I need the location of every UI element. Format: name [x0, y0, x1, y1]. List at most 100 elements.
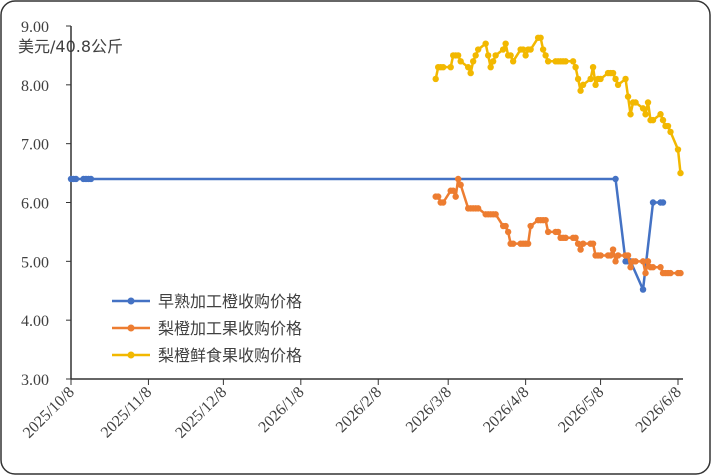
point — [607, 252, 614, 259]
point — [632, 99, 639, 106]
point — [627, 264, 634, 271]
point — [667, 269, 674, 277]
point — [492, 52, 499, 59]
y-tick-label: 6.00 — [21, 196, 49, 213]
point — [574, 240, 582, 247]
point — [537, 34, 544, 41]
point — [544, 58, 552, 65]
y-tick-label: 5.00 — [21, 254, 49, 271]
point — [597, 75, 604, 83]
point — [574, 75, 582, 83]
point — [509, 240, 517, 247]
point — [624, 252, 632, 259]
point — [644, 258, 652, 265]
point — [627, 111, 634, 118]
point — [439, 199, 447, 206]
point — [569, 58, 577, 65]
point — [624, 93, 632, 100]
point — [554, 228, 562, 236]
point — [542, 52, 549, 59]
point — [474, 46, 482, 53]
point — [454, 52, 462, 59]
point — [449, 187, 457, 194]
point — [659, 199, 667, 206]
point — [499, 46, 507, 53]
point — [657, 111, 664, 118]
point — [612, 175, 619, 183]
point — [469, 58, 477, 65]
point — [589, 63, 597, 71]
point — [472, 52, 479, 59]
point — [502, 40, 509, 47]
point — [649, 116, 657, 124]
point — [504, 228, 512, 236]
point — [522, 52, 529, 59]
point — [435, 193, 442, 200]
point — [527, 46, 534, 53]
legend-label: 梨橙鲜食果收购价格 — [158, 346, 302, 365]
point — [657, 264, 664, 271]
legend-label: 梨橙加工果收购价格 — [158, 319, 302, 338]
point — [432, 75, 439, 83]
point — [524, 240, 532, 247]
point — [487, 63, 494, 71]
point — [457, 181, 464, 189]
point — [492, 211, 499, 218]
point — [659, 116, 667, 124]
point — [454, 175, 462, 183]
point — [544, 228, 552, 236]
point — [542, 216, 549, 224]
point — [639, 258, 647, 265]
point — [502, 222, 509, 230]
point — [614, 252, 622, 259]
point — [642, 269, 649, 277]
point — [639, 105, 647, 112]
legend-marker — [127, 351, 135, 359]
point — [87, 175, 95, 183]
point — [592, 81, 599, 89]
point — [562, 234, 569, 241]
point — [677, 169, 684, 177]
point — [519, 46, 527, 53]
legend-marker — [127, 297, 135, 305]
point — [667, 128, 674, 136]
y-tick-label: 3.00 — [21, 372, 49, 389]
point — [484, 52, 492, 59]
point — [612, 75, 619, 83]
point — [579, 81, 587, 89]
point — [447, 63, 454, 71]
point — [509, 58, 517, 65]
point — [597, 252, 604, 259]
point — [507, 52, 514, 59]
y-tick-label: 9.00 — [21, 19, 49, 36]
point — [579, 240, 587, 247]
legend-marker — [127, 324, 135, 332]
point — [72, 175, 80, 183]
point — [609, 69, 617, 77]
point — [572, 234, 579, 241]
point — [674, 146, 682, 153]
point — [642, 111, 649, 118]
point — [649, 199, 657, 206]
point — [464, 63, 472, 71]
point — [614, 81, 622, 89]
point — [527, 222, 534, 230]
point — [664, 122, 672, 130]
point — [589, 240, 597, 247]
point — [644, 99, 652, 106]
point — [649, 264, 657, 271]
point — [609, 246, 617, 253]
point — [622, 75, 629, 83]
y-tick-label: 8.00 — [21, 78, 49, 95]
point — [562, 58, 569, 65]
point — [489, 58, 497, 65]
point — [572, 63, 579, 71]
point — [612, 258, 619, 265]
point — [677, 269, 684, 277]
point — [577, 87, 584, 94]
point — [539, 46, 547, 53]
y-tick-label: 7.00 — [21, 137, 49, 154]
point — [577, 246, 584, 253]
